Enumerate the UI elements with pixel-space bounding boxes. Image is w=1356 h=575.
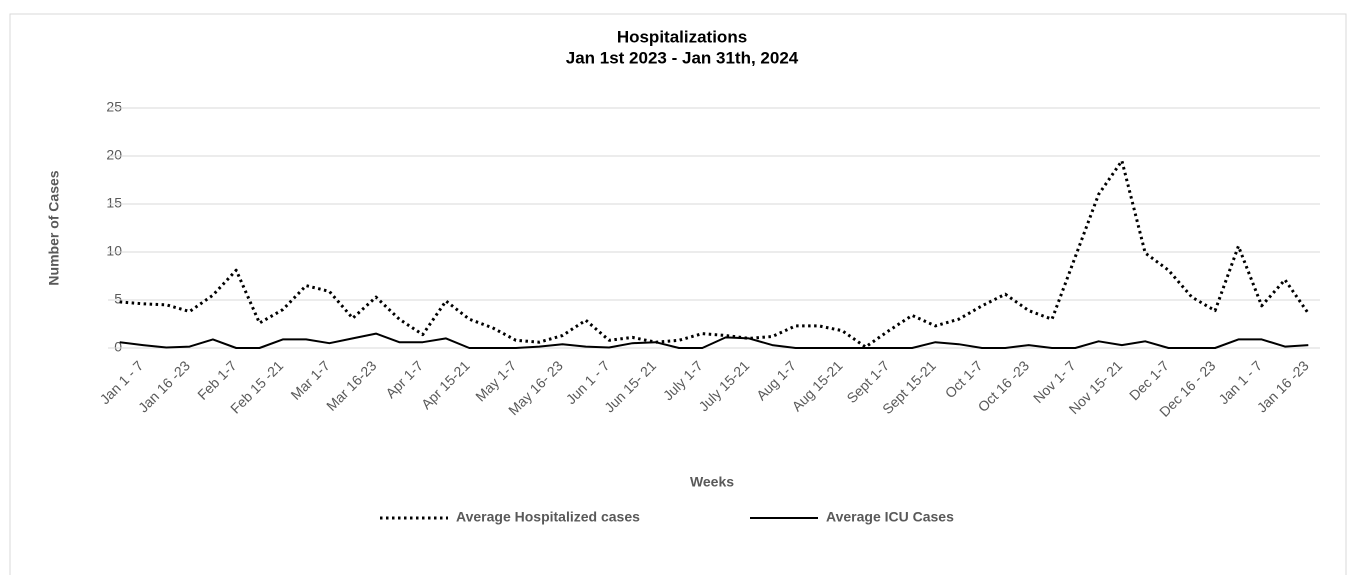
x-tick-label: Dec 1-7 [1126, 357, 1172, 403]
x-tick-label: Aug 1-7 [753, 357, 799, 403]
y-tick-label: 0 [114, 339, 122, 355]
y-axis-label: Number of Cases [46, 170, 62, 285]
x-tick-label: Aug 15-21 [789, 357, 846, 414]
y-tick-label: 20 [106, 147, 122, 163]
y-tick-label: 5 [114, 291, 122, 307]
chart-title: Hospitalizations [617, 27, 747, 46]
x-tick-label: Apr 15-21 [418, 357, 473, 412]
x-tick-label: Mar 1-7 [287, 357, 333, 403]
x-tick-label: Oct 16 -23 [975, 357, 1033, 415]
x-axis-label: Weeks [690, 474, 734, 490]
legend-label: Average Hospitalized cases [456, 509, 640, 525]
x-tick-label: Mar 16-23 [323, 357, 380, 414]
x-tick-label: Oct 1-7 [942, 357, 986, 401]
x-tick-label: Feb 1-7 [194, 357, 240, 403]
y-tick-label: 15 [106, 195, 122, 211]
x-tick-label: July 1-7 [660, 357, 706, 403]
chart-subtitle: Jan 1st 2023 - Jan 31th, 2024 [566, 48, 799, 67]
series-line [119, 332, 1309, 349]
legend-label: Average ICU Cases [826, 509, 954, 525]
x-tick-label: May 1-7 [472, 357, 519, 404]
x-tick-label: July 15-21 [695, 357, 752, 414]
chart-border [9, 13, 1347, 575]
x-tick-label: Apr 1-7 [382, 357, 426, 401]
y-tick-label: 25 [106, 99, 122, 115]
series-line [119, 159, 1310, 349]
y-tick-label: 10 [106, 243, 122, 259]
